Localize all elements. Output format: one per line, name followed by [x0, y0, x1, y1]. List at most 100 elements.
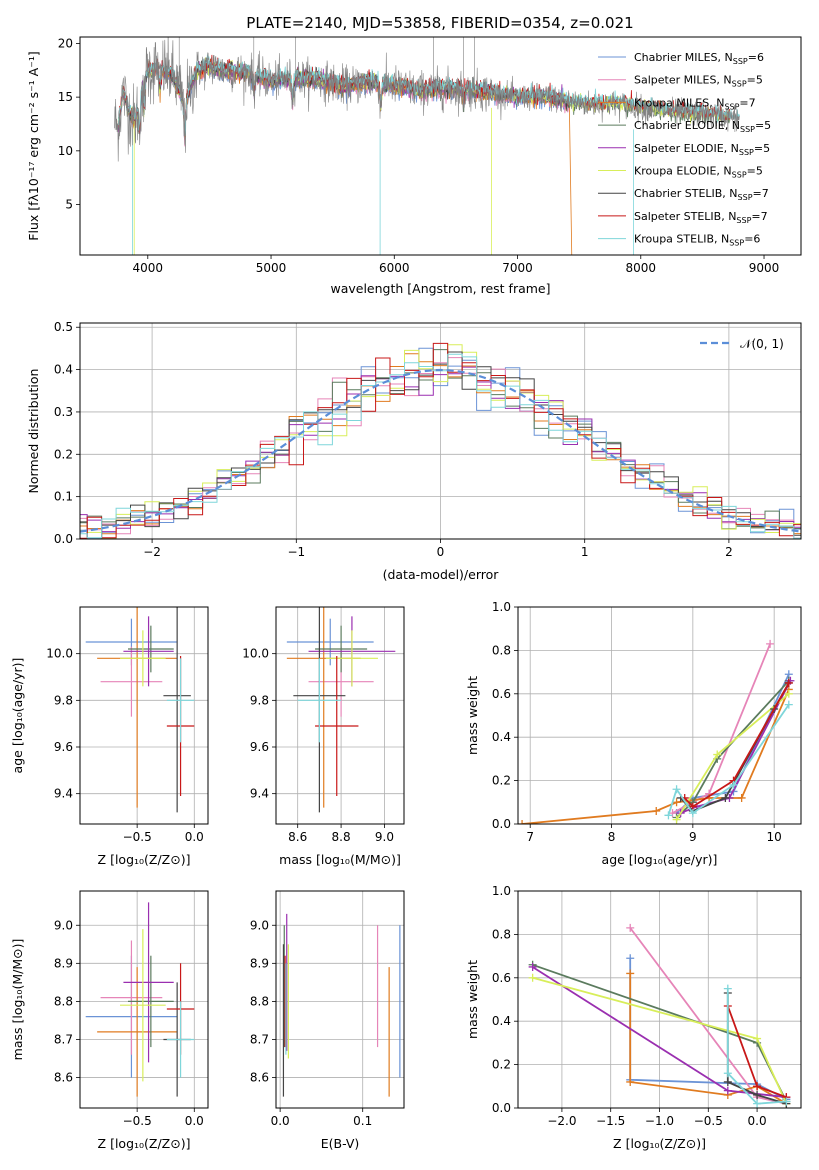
weight-marker: [753, 1034, 762, 1043]
legend-nssp: =5: [747, 74, 763, 87]
weight-marker: [672, 785, 681, 794]
tick-label-y: 0.8: [492, 643, 511, 657]
x-axis-label: Z [log₁₀(Z/Z⊙)]: [613, 1136, 706, 1151]
spectrum-data-line: [114, 37, 740, 162]
axes-frame: [275, 606, 405, 825]
tick-label-y: 0.4: [492, 1014, 511, 1028]
tick-label-x: 9000: [749, 261, 780, 275]
legend-nssp: =7: [751, 210, 767, 223]
tick-label-x: 1: [581, 545, 589, 559]
tick-label-y: 0.5: [54, 320, 73, 334]
y-axis-label: mass weight: [465, 960, 480, 1039]
weight-marker: [723, 984, 732, 993]
tick-label-y: 8.9: [250, 956, 269, 970]
weight-marker: [652, 806, 661, 815]
y-axis-label: Flux [fλ10⁻¹⁷ erg cm⁻² s⁻¹ A⁻¹]: [26, 51, 41, 240]
legend-nssp: =6: [744, 233, 760, 246]
x-axis-label: E(B-V): [321, 1136, 360, 1151]
axes-frame: [275, 890, 405, 1109]
weight-marker: [784, 700, 793, 709]
weight-marker: [713, 750, 722, 759]
weight-marker: [626, 969, 635, 978]
tick-label-x: 2: [725, 545, 733, 559]
tick-label-x: −1.0: [645, 1114, 674, 1128]
weight-marker: [784, 689, 793, 698]
axes-frame: [79, 890, 209, 1109]
weight-marker: [753, 1090, 762, 1099]
chart-mass_vs_Z: −0.5 0.0 8.6 8.7 8.8 8.9 9.0 Z [log₁₀(Z/Z⊙)] mas…: [10, 890, 209, 1151]
tick-label-y: 0.4: [492, 730, 511, 744]
legend-subscript: SSP: [736, 216, 751, 225]
tick-label-y: 9.8: [54, 693, 73, 707]
weight-marker: [626, 923, 635, 932]
histogram-step: [80, 351, 801, 539]
tick-label-y: 8.8: [250, 994, 269, 1008]
weight-marker: [782, 1097, 791, 1106]
tick-label-x: 6000: [379, 261, 410, 275]
weight-marker: [721, 793, 730, 802]
x-axis-label: wavelength [Angstrom, rest frame]: [330, 281, 550, 296]
tick-label-x: 8: [608, 830, 616, 844]
chart-mass_vs_ebv: 0.0 0.1 8.6 8.7 8.8 8.9 9.0 E(B-V): [250, 890, 405, 1151]
legend-label: Kroupa STELIB, NSSP=6: [634, 233, 760, 248]
legend-subscript: SSP: [732, 80, 747, 89]
tick-label-x: 8.8: [332, 830, 351, 844]
tick-label-y: 20: [58, 36, 73, 50]
histogram-step: [80, 344, 801, 539]
tick-label-x: 0.0: [185, 830, 204, 844]
x-axis-label: mass [log₁₀(M/M⊙)]: [279, 852, 401, 867]
chart-age_vs_mass: 8.6 8.8 9.0 9.4 9.6 9.8 10.0 mass [log₁₀(M/M⊙)]: [242, 606, 405, 867]
weight-marker: [729, 780, 738, 789]
weight-marker: [723, 1069, 732, 1078]
plot-area: [85, 607, 195, 813]
weight-marker: [672, 798, 681, 807]
legend-subscript: SSP: [733, 57, 748, 66]
tick-label-x: −0.5: [123, 830, 152, 844]
weight-marker: [672, 815, 681, 824]
legend-subscript: SSP: [729, 239, 744, 248]
tick-label-x: −2.0: [547, 1114, 576, 1128]
tick-label-y: 9.6: [250, 740, 269, 754]
tick-label-y: 9.0: [250, 918, 269, 932]
tick-label-y: 9.6: [54, 740, 73, 754]
legend-label: Kroupa ELODIE, NSSP=5: [634, 165, 763, 180]
tick-label-x: 8000: [626, 261, 657, 275]
tick-label-y: 5: [65, 198, 73, 212]
weight-marker: [626, 1077, 635, 1086]
tick-label-x: 0.0: [185, 1114, 204, 1128]
tick-label-x: −1: [287, 545, 305, 559]
tick-label-y: 0.2: [492, 774, 511, 788]
tick-label-y: 8.9: [54, 956, 73, 970]
weight-marker: [753, 1099, 762, 1108]
tick-label-x: 0.0: [271, 1114, 290, 1128]
tick-label-y: 0.0: [492, 817, 511, 831]
weight-line: [684, 682, 790, 808]
legend-label: Salpeter ELODIE, NSSP=5: [634, 142, 770, 157]
panels: 4000 5000 6000 7000 8000 90005101520wavelengt…: [10, 36, 802, 1151]
tick-label-y: 8.7: [54, 1032, 73, 1046]
weight-marker: [784, 678, 793, 687]
weight-marker: [723, 1086, 732, 1095]
weight-marker: [737, 793, 746, 802]
tick-label-x: −2: [143, 545, 161, 559]
tick-label-x: −0.5: [694, 1114, 723, 1128]
tick-label-x: 10: [767, 830, 782, 844]
histogram-step: [80, 353, 801, 535]
legend-subscript: SSP: [738, 193, 753, 202]
tick-label-y: 8.6: [54, 1071, 73, 1085]
weight-marker: [626, 954, 635, 963]
legend-nssp: =7: [739, 96, 755, 109]
weight-marker: [766, 639, 775, 648]
tick-label-y: 10.0: [46, 647, 73, 661]
weight-marker: [753, 1082, 762, 1091]
chart-residuals: −2 −1 0 1 2 0.0 0.1 0.2 0.3 0.4 0.5 (data-model)/er…: [26, 320, 802, 582]
plot-area: [80, 342, 801, 539]
tick-label-x: 9.0: [375, 830, 394, 844]
tick-label-x: 8.6: [288, 830, 307, 844]
weight-marker: [723, 1077, 732, 1086]
tick-label-x: 0.0: [748, 1114, 767, 1128]
plot-area: [518, 639, 795, 824]
weight-marker: [664, 811, 673, 820]
tick-label-x: −1.5: [596, 1114, 625, 1128]
weight-line: [675, 680, 790, 819]
